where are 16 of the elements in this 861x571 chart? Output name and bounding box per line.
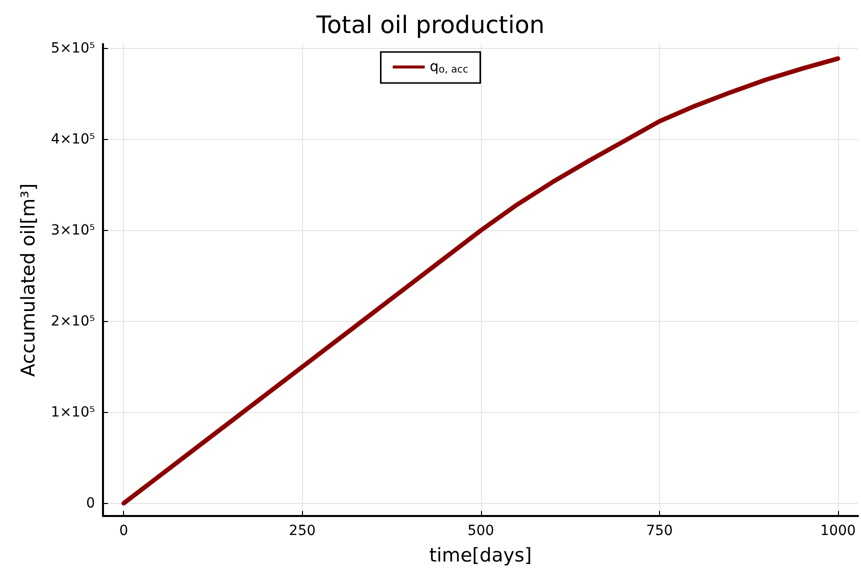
chart-title: Total oil production — [315, 11, 545, 39]
y-tick-label: 0 — [86, 495, 95, 512]
y-tick-label: 5×10⁵ — [50, 40, 95, 57]
legend-label: qo, acc — [430, 59, 468, 76]
line-series — [121, 56, 840, 506]
y-tick-label: 4×10⁵ — [50, 131, 95, 148]
y-tick-label: 3×10⁵ — [50, 222, 95, 238]
y-tick-label: 2×10⁵ — [50, 313, 95, 330]
x-tick-label: 1000 — [820, 523, 856, 539]
x-tick-label: 500 — [467, 523, 494, 539]
y-tick-label: 1×10⁵ — [50, 404, 95, 420]
x-axis-title: time[days] — [429, 544, 532, 566]
x-tick-label: 750 — [646, 523, 673, 539]
x-tick-label: 250 — [288, 523, 316, 539]
x-tick-label: 0 — [119, 523, 128, 539]
y-axis-title: Accumulated oil[m³] — [18, 183, 40, 377]
